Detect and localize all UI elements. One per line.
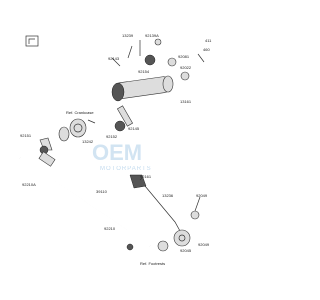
- part-label: 92045: [180, 248, 192, 253]
- part-label: 13242: [82, 139, 94, 144]
- part-label: 92151: [20, 133, 32, 138]
- part-label: 92081: [178, 54, 190, 59]
- watermark-sub: MOTORPARTS: [100, 166, 152, 172]
- part-label: 92049: [198, 242, 210, 247]
- part-label: 92152: [106, 134, 118, 139]
- part-label: 92049: [196, 193, 208, 198]
- drawing: [19, 35, 205, 252]
- part-label: 13239: [122, 33, 134, 38]
- part-labels: 13239 92139A 411 92143 92154 92081 460 92022 131…: [20, 33, 212, 266]
- watermark: OEM MOTORPARTS: [92, 140, 152, 172]
- part-label: 13236: [162, 193, 174, 198]
- part-label: 92154: [138, 69, 150, 74]
- part-label: 92022: [180, 65, 192, 70]
- background: [0, 0, 229, 300]
- part-label: 460: [203, 47, 210, 52]
- part-label: Ref. Footrests: [140, 261, 165, 266]
- part-label: 92145: [128, 126, 140, 131]
- part-label: 92210A: [22, 182, 36, 187]
- part-label: 92210: [104, 226, 116, 231]
- part-label: 39110: [96, 189, 108, 194]
- watermark-brand: OEM: [92, 140, 142, 165]
- part-label: 92161: [140, 174, 152, 179]
- part-label: 13161: [180, 99, 192, 104]
- part-label: 92143: [108, 56, 120, 61]
- part-label: 92139A: [145, 33, 159, 38]
- part-label: 411: [205, 38, 212, 43]
- parts-diagram: OEM MOTORPARTS 13239 92139A 411 92143 92154 9…: [0, 0, 229, 300]
- part-label: Ref. Crankcase: [66, 110, 94, 115]
